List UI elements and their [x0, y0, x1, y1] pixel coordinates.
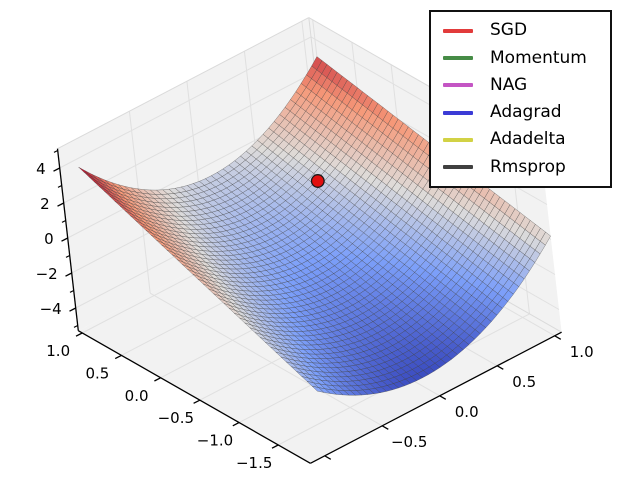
z-tick-label: 0: [44, 230, 54, 248]
x-tick-label: −1.5: [236, 454, 272, 472]
z-minor-tick: [65, 254, 70, 258]
x-tick-label: −0.5: [158, 409, 194, 427]
legend-item-rmsprop: Rmsprop: [431, 154, 610, 181]
z-tick-label: 4: [36, 160, 46, 178]
y-tick-label: 0.5: [512, 373, 536, 391]
xy-axes: 1.00.50.0−0.5−1.0−1.5−0.50.00.51.0: [46, 330, 594, 472]
z-minor-tick: [61, 219, 66, 223]
legend-item-momentum: Momentum: [431, 45, 610, 72]
y-major-tick: [554, 335, 562, 340]
adagrad-line-icon: [443, 110, 473, 115]
momentum-line-icon: [443, 56, 473, 61]
y-tick-label: 0.0: [455, 403, 479, 421]
z-tick-label: −4: [40, 300, 62, 318]
z-minor-tick: [73, 324, 78, 328]
z-major-tick: [57, 202, 64, 207]
z-major-tick: [65, 272, 72, 277]
legend-item-nag: NAG: [431, 72, 610, 99]
legend-label-adadelta: Adadelta: [490, 129, 566, 150]
z-major-tick: [53, 167, 60, 172]
sgd-line-icon: [443, 28, 473, 33]
z-major-tick: [61, 237, 68, 242]
left-pane-top-edge: [57, 17, 310, 150]
x-major-tick: [232, 422, 240, 427]
legend-label-adagrad: Adagrad: [490, 102, 562, 123]
nag-line-icon: [443, 83, 473, 88]
x-major-tick: [271, 444, 279, 449]
y-major-tick: [439, 395, 447, 400]
x-major-tick: [193, 399, 201, 404]
legend-label-nag: NAG: [490, 74, 528, 95]
z-minor-tick: [69, 289, 74, 293]
x-tick-label: 1.0: [46, 342, 70, 360]
x-major-tick: [114, 354, 122, 360]
legend-item-adagrad: Adagrad: [431, 99, 610, 126]
z-minor-tick: [57, 184, 62, 188]
surface-mesh: [78, 56, 551, 396]
legend-label-sgd: SGD: [490, 20, 528, 41]
adadelta-line-icon: [443, 137, 473, 142]
x-tick-label: −1.0: [197, 432, 233, 450]
z-minor-tick: [53, 149, 58, 153]
y-minor-tick: [324, 455, 332, 460]
y-major-tick: [496, 365, 504, 370]
y-tick-label: 1.0: [570, 343, 594, 361]
legend-label-momentum: Momentum: [490, 47, 587, 68]
x-axis-spine: [77, 330, 311, 464]
legend-label-rmsprop: Rmsprop: [490, 156, 566, 177]
y-major-tick: [381, 425, 389, 430]
legend-item-adadelta: Adadelta: [431, 126, 610, 153]
y-axis-spine: [310, 331, 562, 464]
legend: SGD Momentum NAG Adagrad Adadelta Rmsprop: [429, 10, 612, 188]
x-tick-label: 0.0: [125, 387, 149, 405]
z-axis-spine: [56, 148, 79, 331]
z-tick-label: 2: [40, 195, 50, 213]
x-major-tick: [154, 377, 161, 382]
start-point-marker: [310, 174, 325, 188]
z-major-tick: [69, 307, 76, 312]
rmsprop-line-icon: [443, 165, 473, 170]
y-tick-label: −0.5: [391, 433, 427, 451]
z-axis: 4 2 0 −2 −4: [36, 148, 79, 331]
x-tick-label: 0.5: [85, 364, 109, 382]
x-major-tick: [75, 332, 83, 337]
left-pane: [57, 17, 330, 331]
legend-item-sgd: SGD: [431, 17, 610, 44]
z-tick-label: −2: [36, 265, 58, 283]
